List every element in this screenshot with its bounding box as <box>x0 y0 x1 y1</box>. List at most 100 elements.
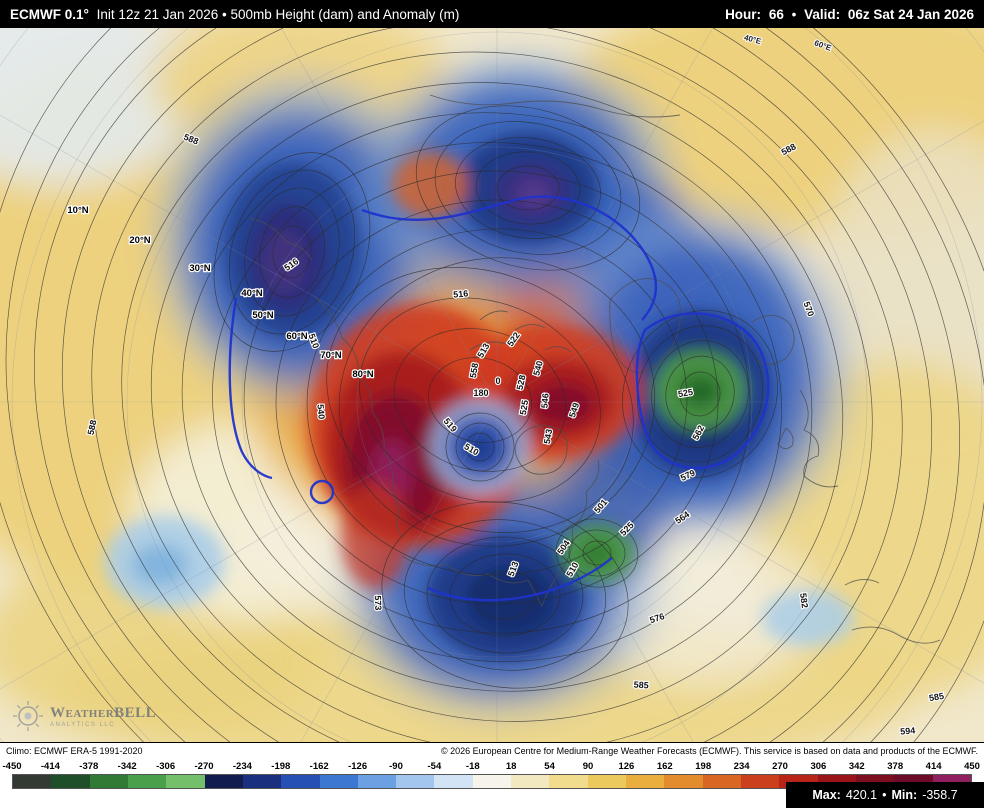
contour-label: 546 <box>539 393 550 409</box>
contour-label: 582 <box>798 592 810 608</box>
colorbar-tick-label: -378 <box>79 761 99 772</box>
thick-blue-contour <box>228 195 770 602</box>
contour-label: 513 <box>506 560 521 578</box>
colorbar-segment <box>472 775 512 788</box>
colorbar-segment <box>664 775 703 788</box>
colorbar-tick-label: 414 <box>925 761 942 772</box>
colorbar-ticks: -450 -414 -378 -342 -306 -270 -234 -198 -162 -126… <box>2 761 979 774</box>
colorbar-segment <box>13 775 52 788</box>
colorbar-segment <box>740 775 780 788</box>
colorbar-tick-label: -450 <box>2 761 22 772</box>
contour-label: 0 <box>495 376 500 386</box>
contour-label: 543 <box>542 428 554 445</box>
max-value: 420.1 <box>845 788 878 802</box>
weatherbell-logo: WeatherBELL Analytics LLC <box>12 700 156 732</box>
colorbar-segment <box>434 775 473 788</box>
contour-label: 540 <box>315 404 326 420</box>
weatherbell-sun-icon <box>13 701 43 731</box>
colorbar-segment <box>281 775 320 788</box>
contour-label: 594 <box>900 725 916 736</box>
colorbar-segment <box>127 775 167 788</box>
colorbar-tick-label: -90 <box>389 761 403 772</box>
colorbar-segment <box>89 775 128 788</box>
latitude-label: 60°N <box>286 331 307 342</box>
latitude-label: 30°N <box>189 263 210 274</box>
colorbar-segment <box>357 775 397 788</box>
latitude-label: 10°N <box>67 205 88 216</box>
anomaly-field-cores <box>105 132 854 660</box>
colorbar-tick-label: 378 <box>887 761 904 772</box>
height-contours <box>0 28 984 742</box>
colorbar-tick-label: -270 <box>194 761 214 772</box>
map-svg: 5885885165105405165135225405465435495285… <box>0 28 984 742</box>
colorbar-tick-label: 342 <box>848 761 865 772</box>
contour-label: 588 <box>86 419 99 436</box>
latitude-label: 50°N <box>252 310 273 321</box>
colorbar-tick-label: -54 <box>427 761 442 772</box>
header-bar: ECMWF 0.1° Init 12z 21 Jan 2026 • 500mb … <box>0 0 984 28</box>
copyright-note: © 2026 European Centre for Medium-Range … <box>440 745 978 756</box>
colorbar-tick-label: 90 <box>582 761 594 772</box>
colorbar-tick-label: -306 <box>156 761 176 772</box>
colorbar-segment <box>587 775 626 788</box>
valid-value: 06z Sat 24 Jan 2026 <box>847 6 974 22</box>
latitude-label: 20°N <box>129 235 150 246</box>
contour-label: 558 <box>468 362 480 379</box>
climo-note: Climo: ECMWF ERA-5 1991-2020 <box>6 745 143 756</box>
colorbar-segment <box>242 775 282 788</box>
colorbar-tick-label: -126 <box>348 761 368 772</box>
contour-label: 525 <box>677 387 694 399</box>
forecast-hour-valid: Hour: 66 • Valid: 06z Sat 24 Jan 2026 <box>721 7 974 22</box>
colorbar-tick-label: -342 <box>117 761 137 772</box>
map-title: ECMWF 0.1° Init 12z 21 Jan 2026 • 500mb … <box>10 7 463 22</box>
colorbar-tick-label: -234 <box>232 761 252 772</box>
colorbar-segments <box>12 774 972 789</box>
colorbar-segment <box>702 775 741 788</box>
model-name: ECMWF 0.1° <box>10 6 89 22</box>
max-min-box: Max: 420.1 • Min: -358.7 <box>786 782 984 808</box>
colorbar-tick-label: 126 <box>618 761 635 772</box>
contour-label: 585 <box>633 679 649 690</box>
latitude-labels: 10°N 20°N 30°N 40°N 50°N 60°N 70°N 80°N <box>66 204 375 381</box>
colorbar-segment <box>51 775 90 788</box>
logo-text: WeatherBELL <box>50 704 157 721</box>
coastlines <box>249 94 941 644</box>
hour-label: Hour: <box>725 6 762 22</box>
logo-subtext: Analytics LLC <box>50 721 116 728</box>
colorbar-segment <box>549 775 588 788</box>
contour-label: 525 <box>518 399 530 416</box>
contour-label: 516 <box>453 288 469 299</box>
stats-separator: • <box>882 788 887 802</box>
colorbar-segment <box>204 775 243 788</box>
colorbar-tick-label: -198 <box>271 761 291 772</box>
colorbar-tick-label: -18 <box>465 761 480 772</box>
max-label: Max: <box>812 788 841 802</box>
colorbar-segment <box>626 775 665 788</box>
colorbar-tick-label: 450 <box>964 761 980 772</box>
contour-label: 180 <box>473 388 488 398</box>
colorbar-tick-label: 162 <box>656 761 673 772</box>
min-label: Min: <box>891 788 918 802</box>
latitude-label: 80°N <box>352 369 373 380</box>
separator-dot: • <box>791 6 797 22</box>
latitude-label: 40°N <box>241 288 262 299</box>
colorbar-tick-label: -414 <box>40 761 60 772</box>
colorbar-tick-label: 270 <box>772 761 788 772</box>
colorbar-tick-label: 54 <box>544 761 555 772</box>
colorbar-tick-label: 198 <box>695 761 712 772</box>
colorbar-tick-label: 306 <box>810 761 827 772</box>
attribution-bar: Climo: ECMWF ERA-5 1991-2020 © 2026 Euro… <box>0 742 984 758</box>
latitude-label: 70°N <box>320 350 341 361</box>
colorbar-segment <box>166 775 205 788</box>
contour-label: 585 <box>928 691 945 703</box>
min-value: -358.7 <box>922 788 958 802</box>
map-area: 588 588 516 510 540 516 513 522 540 546 543 549 528 5… <box>0 28 984 742</box>
valid-label: Valid: <box>804 6 841 22</box>
colorbar-segment <box>396 775 435 788</box>
colorbar-tick-label: -162 <box>309 761 329 772</box>
contour-label: 573 <box>373 595 384 610</box>
colorbar-segment <box>319 775 358 788</box>
title-details: Init 12z 21 Jan 2026 • 500mb Height (dam… <box>96 6 460 22</box>
hour-value: 66 <box>768 6 784 22</box>
